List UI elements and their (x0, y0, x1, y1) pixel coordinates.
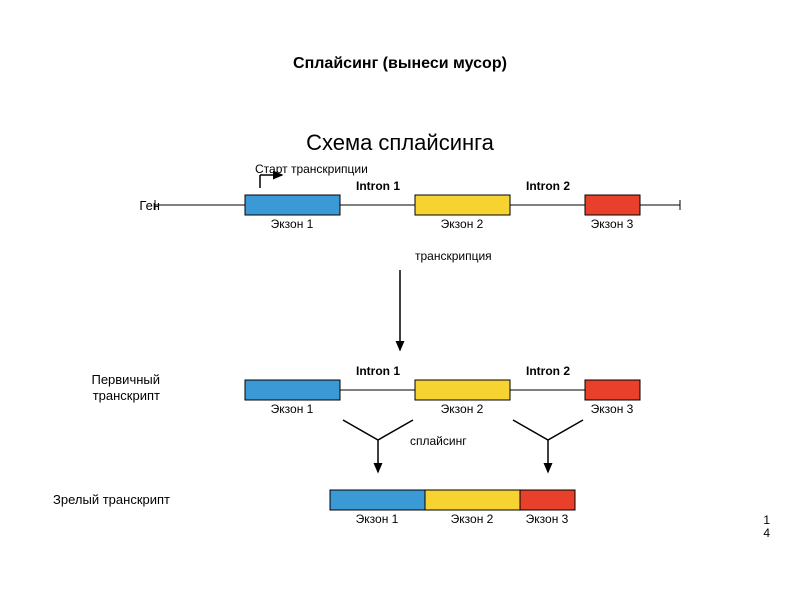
p-exon3-box (585, 380, 640, 400)
exon2-box (415, 195, 510, 215)
exon1-box (245, 195, 340, 215)
splice-arrow-1-icon (343, 420, 413, 472)
page-number: 14 (763, 514, 770, 540)
p-intron1-lbl: Intron 1 (356, 364, 400, 378)
transcription-step: транскрипция (400, 249, 492, 350)
p-exon3-lbl: Экзон 3 (591, 402, 634, 416)
exon2-lbl: Экзон 2 (441, 217, 484, 231)
exon1-lbl: Экзон 1 (271, 217, 314, 231)
p-exon1-box (245, 380, 340, 400)
mature-row: Экзон 1 Экзон 2 Экзон 3 (330, 490, 575, 526)
diagram-container: Сплайсинг (вынеси мусор) Схема сплайсинг… (0, 0, 800, 600)
splicing-step: сплайсинг (343, 420, 583, 472)
m-exon3-lbl: Экзон 3 (526, 512, 569, 526)
m-exon1-lbl: Экзон 1 (356, 512, 399, 526)
transcription-label: транскрипция (415, 249, 492, 263)
m-exon2-box (425, 490, 520, 510)
m-exon3-box (520, 490, 575, 510)
m-exon1-box (330, 490, 425, 510)
start-arrow-icon (260, 175, 282, 188)
splicing-label: сплайсинг (410, 434, 467, 448)
p-exon2-lbl: Экзон 2 (441, 402, 484, 416)
p-intron2-lbl: Intron 2 (526, 364, 570, 378)
p-exon1-lbl: Экзон 1 (271, 402, 314, 416)
intron2-lbl: Intron 2 (526, 179, 570, 193)
gene-row: Экзон 1 Intron 1 Экзон 2 Intron 2 Экзон … (155, 175, 680, 231)
splice-arrow-2-icon (513, 420, 583, 472)
exon3-box (585, 195, 640, 215)
intron1-lbl: Intron 1 (356, 179, 400, 193)
m-exon2-lbl: Экзон 2 (451, 512, 494, 526)
diagram-svg: Экзон 1 Intron 1 Экзон 2 Intron 2 Экзон … (0, 0, 800, 600)
exon3-lbl: Экзон 3 (591, 217, 634, 231)
p-exon2-box (415, 380, 510, 400)
primary-row: Экзон 1 Intron 1 Экзон 2 Intron 2 Экзон … (245, 364, 640, 416)
